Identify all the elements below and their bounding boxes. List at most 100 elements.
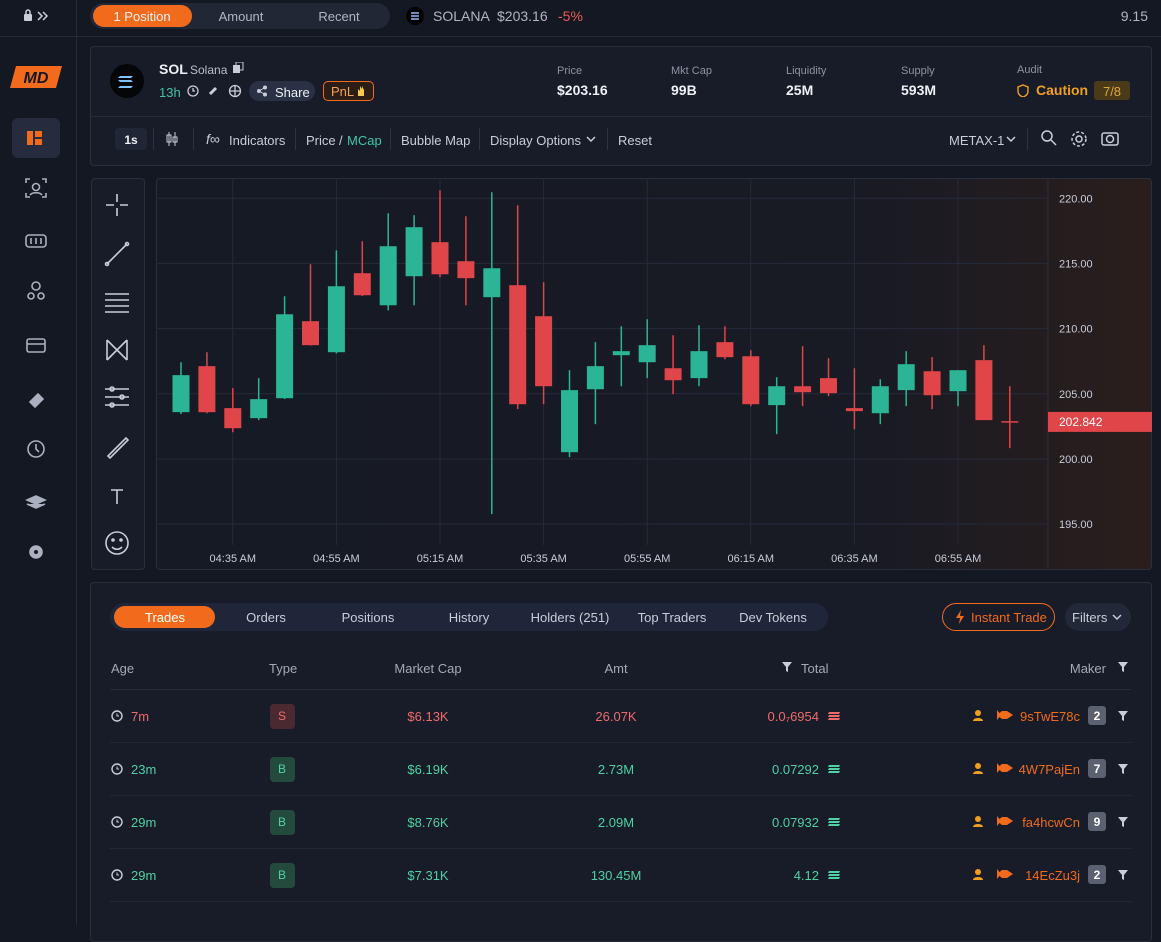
candle-body [586,366,604,390]
copy-icon[interactable] [232,62,244,74]
mcap-toggle[interactable]: MCap [347,133,382,148]
chevron [586,136,596,143]
audit-status: Caution [1036,82,1089,98]
x-tick-label: 05:55 AM [624,553,670,565]
maker[interactable]: 14EcZu3j [1025,868,1080,883]
x-tick-label: 05:35 AM [520,553,566,565]
candle-type-icon[interactable] [165,131,179,147]
candle-body [353,273,371,296]
drawing-tool-icons[interactable] [104,192,132,562]
trades-tab[interactable]: Orders [246,610,286,625]
stat-value: 593M [901,82,937,98]
interval[interactable]: 1s [124,133,138,147]
candle-body [716,342,734,358]
trades-tab[interactable]: Positions [341,610,395,625]
tab[interactable]: 1 Position [113,9,171,24]
candle-body [1001,421,1019,423]
header-divider [110,689,1131,690]
y-tick-label: 200.00 [1059,454,1093,466]
instant-trade-button[interactable] [942,603,1055,631]
type: B [277,815,287,829]
trades-tab[interactable]: Holders (251) [530,610,610,625]
ticker: SOLANA [433,8,490,24]
stat-label: Liquidity [786,65,827,77]
pnl-icon [358,86,364,96]
last-price-box [1048,411,1152,432]
candle-body [768,386,786,406]
candle-body [276,314,294,399]
amount: 2.09M [597,815,635,830]
amount: 130.45M [590,868,642,883]
tab[interactable]: Amount [218,9,264,24]
candle-body [172,375,190,413]
column-header: Amt [604,661,628,676]
display-options[interactable]: Display Options [490,133,582,148]
filter-icon[interactable] [781,661,793,676]
tab[interactable]: Recent [318,9,360,24]
last-price-label: 202.842 [1059,415,1103,429]
trades-panel [90,582,1152,942]
maker-count-badge [1088,812,1106,831]
x-tick-label: 04:35 AM [210,553,256,565]
total: 0.07292 [772,762,819,777]
age: 23m [131,762,157,777]
type: S [277,709,287,723]
candle-body [405,227,423,277]
sol-stack-icon [827,869,841,884]
candle-body [535,316,553,387]
trades-tab[interactable]: History [448,610,490,625]
lock-expand-icon[interactable] [22,8,52,24]
y-tick-label: 220.00 [1059,193,1093,205]
chart-source[interactable]: METAX-1 [949,133,1005,148]
trades-tab[interactable]: Dev Tokens [739,610,807,625]
top-right-value: 9.15 [1120,8,1148,24]
wallet-tier-icon [996,868,1014,884]
nav-icons[interactable] [24,128,48,568]
candle-body [845,408,863,412]
separator [1027,128,1028,150]
wallet-tier-icon [996,815,1014,831]
candle-body [897,364,915,391]
sol-stack-icon [827,710,841,725]
token-header [90,46,1152,166]
logo[interactable]: MD [10,64,64,90]
reset[interactable]: Reset [618,133,652,148]
interval-bg [115,128,147,150]
token-links[interactable] [186,84,244,98]
candle-body [327,286,345,353]
shield-icon [1017,84,1029,97]
sol-stack-icon [827,763,841,778]
top-bar [0,0,1161,37]
price-toggle[interactable]: Price [306,133,336,148]
share-icon [257,85,267,97]
x-tick-label: 06:35 AM [831,553,877,565]
row-filter-icon[interactable] [1117,710,1129,725]
row-filter-icon[interactable] [1117,763,1129,778]
maker[interactable]: 4W7PajEn [1018,762,1080,777]
row-filter-icon[interactable] [1117,869,1129,884]
trades-tab[interactable]: Trades [145,610,185,625]
type-badge [270,704,295,729]
token-symbol: SOL [159,61,188,77]
bubble-map[interactable]: Bubble Map [401,133,471,148]
candle-body [457,261,475,279]
share-label: Share [275,85,310,100]
maker[interactable]: 9sTwE78c [1020,709,1080,724]
chart-tool-icons[interactable] [1038,128,1122,150]
row-filter-icon[interactable] [1117,816,1129,831]
maker[interactable]: fa4hcwCn [1022,815,1080,830]
trades-tab[interactable]: Top Traders [637,610,707,625]
market-cap: $8.76K [407,815,449,830]
candle-body [820,378,837,394]
candle-body [612,351,630,356]
y-tick-label: 210.00 [1059,324,1093,336]
total: 0.07932 [772,815,819,830]
trader-icon [972,815,984,831]
filters: Filters [1072,610,1108,625]
separator [607,128,608,150]
indicators[interactable]: Indicators [229,133,286,148]
filter-icon[interactable] [1117,661,1129,676]
candle-body [742,356,760,405]
maker-count: 2 [1093,868,1101,882]
